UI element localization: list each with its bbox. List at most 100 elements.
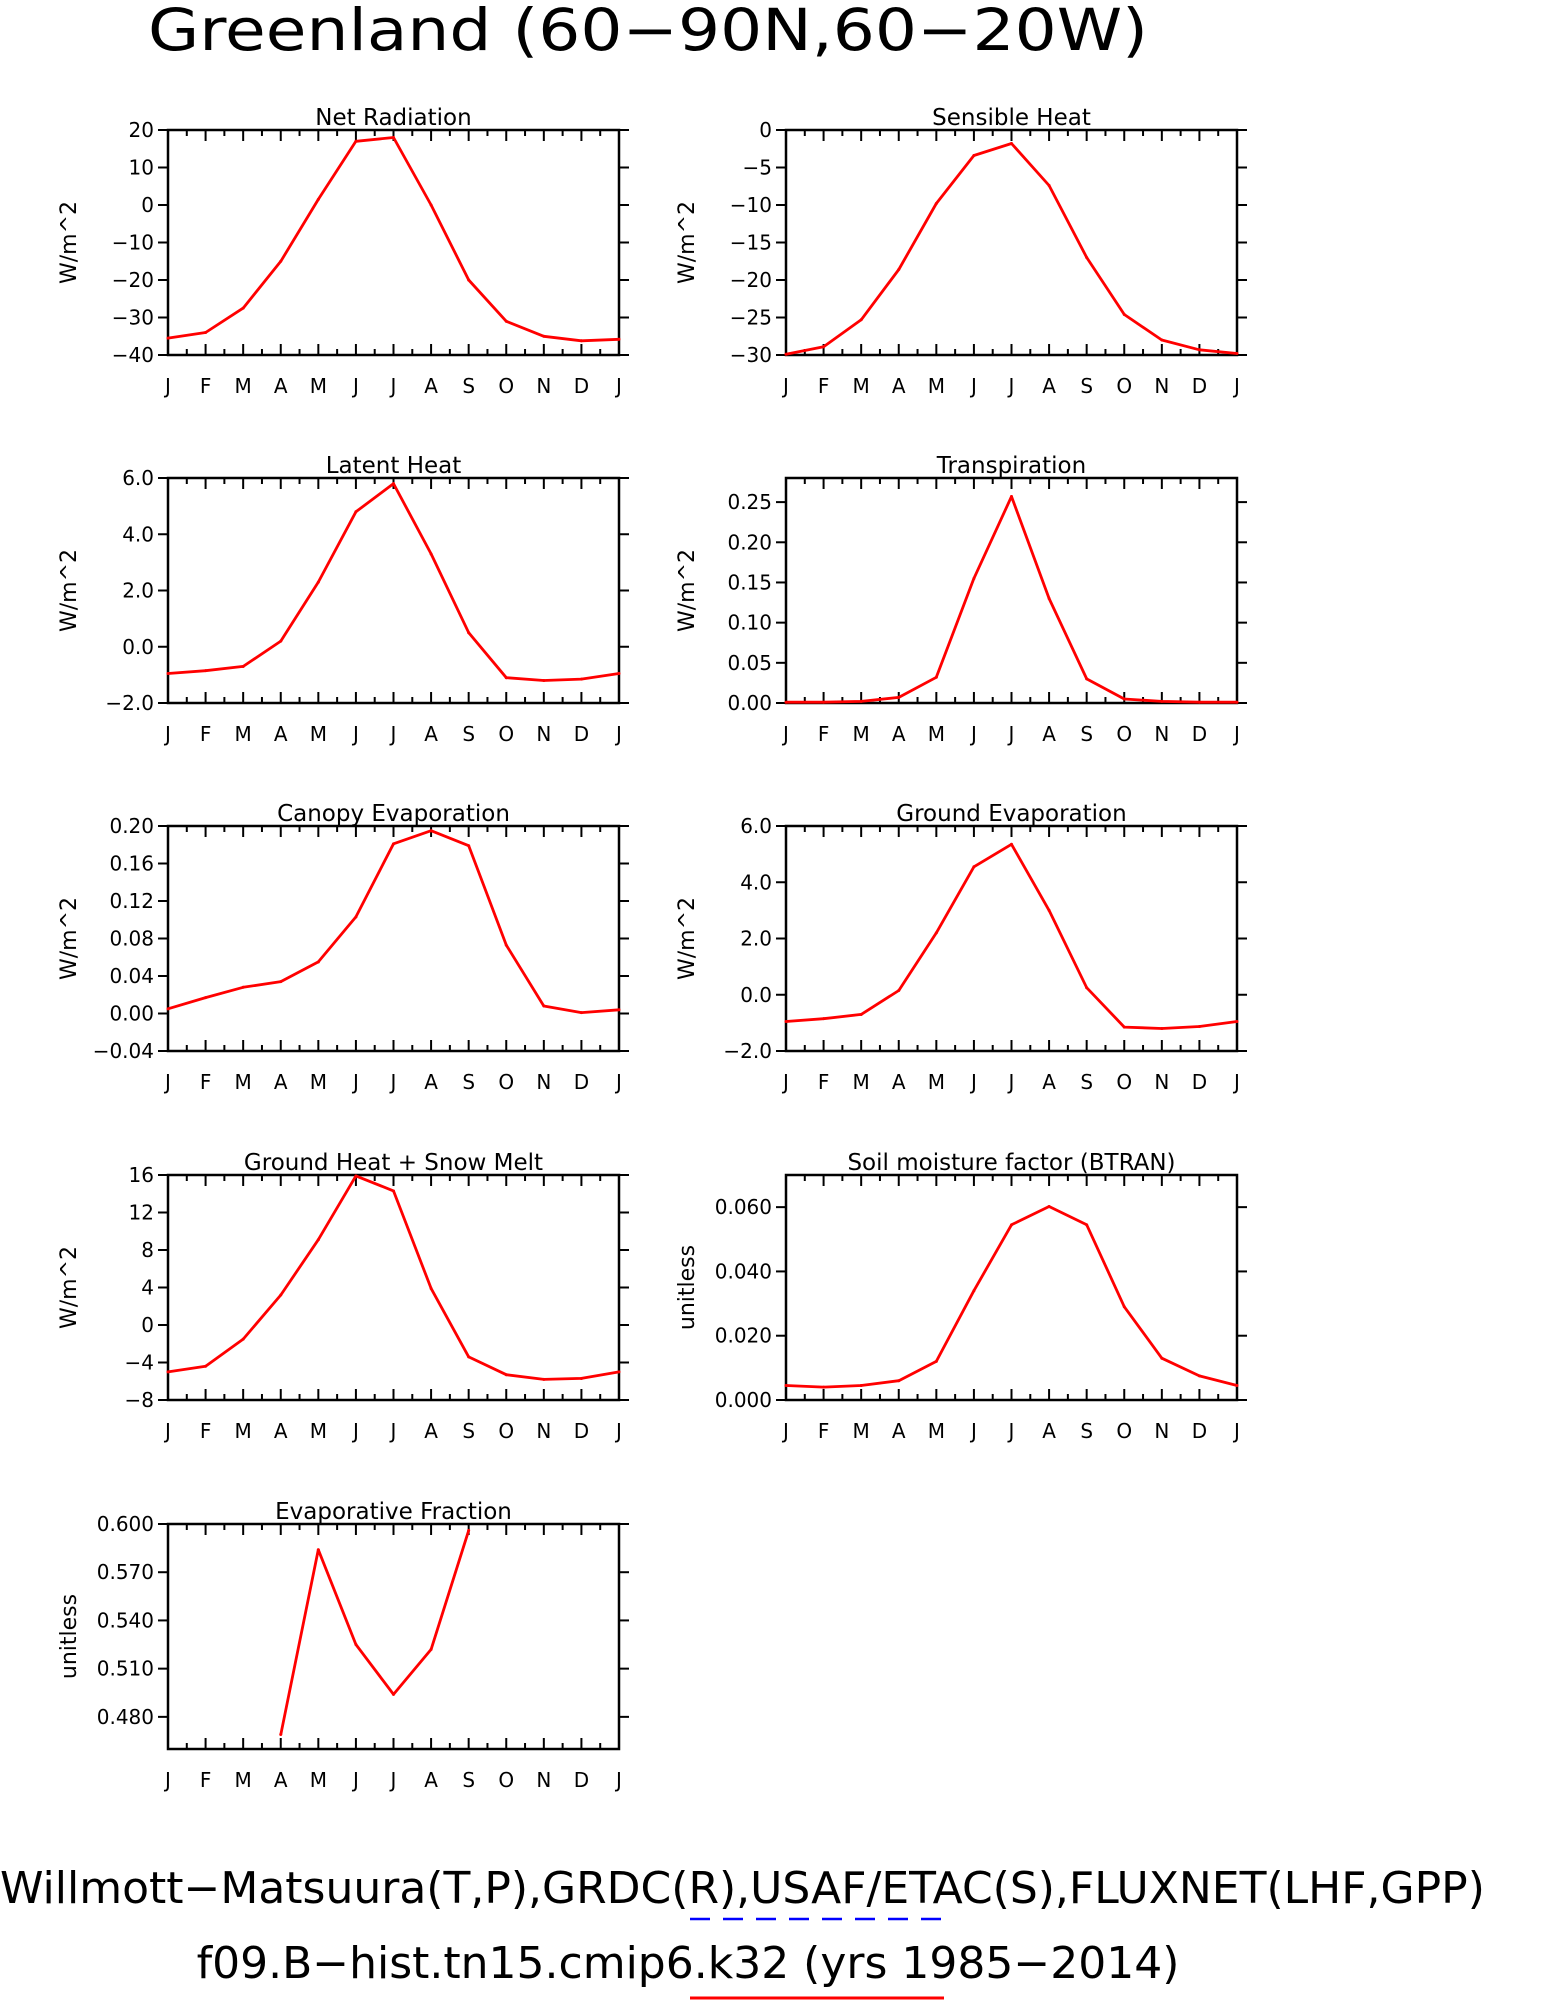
y-axis-label: W/m^2 — [675, 201, 700, 284]
x-tick-label: M — [853, 722, 870, 746]
x-tick-label: J — [614, 1419, 622, 1443]
x-tick-label: O — [498, 1070, 514, 1094]
plot-frame — [784, 128, 1239, 357]
x-tick-label: M — [235, 374, 252, 398]
y-tick-label: 0.020 — [715, 1324, 772, 1348]
data-point — [1085, 256, 1089, 259]
y-axis-label: unitless — [57, 1594, 82, 1679]
x-tick-label: F — [200, 722, 212, 746]
data-point — [1010, 1223, 1013, 1227]
x-tick-label: A — [892, 374, 906, 398]
data-point — [784, 700, 788, 704]
y-axis-label: W/m^2 — [675, 897, 700, 980]
y-tick-label: 4 — [141, 1276, 154, 1300]
x-tick-label: F — [818, 722, 830, 746]
x-tick-label: M — [235, 1768, 252, 1792]
series-line-model — [786, 495, 1237, 704]
x-tick-label: N — [536, 1070, 551, 1094]
figure-title: Greenland (60−90N,60−20W) — [148, 0, 1148, 64]
y-tick-label: 0.0 — [740, 983, 772, 1007]
y-tick-label: 4.0 — [122, 522, 154, 546]
x-tick-label: A — [424, 1070, 438, 1094]
data-point — [279, 980, 283, 984]
x-tick-label: M — [928, 1419, 945, 1443]
data-point — [429, 829, 433, 833]
y-tick-label: 4.0 — [740, 870, 772, 894]
x-tick-label: A — [424, 374, 438, 398]
data-point — [316, 580, 320, 584]
panel-title: Latent Heat — [326, 453, 462, 479]
panel-canopy-evaporation: J F M A M J J A S O N D J0.200.160.120.080.040.00−0.… — [57, 801, 629, 1094]
data-point — [429, 552, 433, 556]
y-tick-label: 0.08 — [109, 927, 154, 951]
plot-frame — [166, 824, 621, 1053]
data-point — [1122, 697, 1126, 701]
x-tick-label: N — [536, 722, 551, 746]
x-tick-label: J — [614, 1070, 622, 1094]
y-tick-label: −20 — [730, 268, 772, 292]
x-tick-label: J — [163, 1070, 171, 1094]
data-point — [897, 989, 901, 993]
x-tick-label: M — [310, 1070, 327, 1094]
data-point — [1085, 986, 1089, 990]
x-tick-label: D — [574, 1419, 589, 1443]
x-tick-label: A — [424, 722, 438, 746]
data-point — [354, 915, 358, 919]
y-tick-label: −2.0 — [105, 691, 154, 715]
data-point — [822, 345, 826, 349]
x-tick-label: F — [818, 374, 830, 398]
x-tick-label: J — [1232, 722, 1240, 746]
x-tick-label: A — [424, 1768, 438, 1792]
x-tick-label: D — [574, 1070, 589, 1094]
data-point — [241, 1337, 245, 1341]
data-point — [204, 669, 208, 673]
x-tick-label: A — [1042, 722, 1056, 746]
x-tick-label: J — [351, 1419, 359, 1443]
x-tick-label: A — [892, 1070, 906, 1094]
data-point — [859, 699, 863, 703]
x-tick-label: O — [498, 1419, 514, 1443]
panel-title: Transpiration — [936, 453, 1086, 479]
plot-frame — [784, 1173, 1239, 1402]
series-line-model — [785, 1205, 1238, 1389]
data-point — [429, 203, 433, 207]
x-tick-label: M — [310, 1419, 327, 1443]
data-point — [579, 1011, 583, 1015]
data-point — [579, 1376, 583, 1380]
data-point — [897, 695, 901, 699]
y-tick-label: −4 — [125, 1351, 154, 1375]
data-point — [1235, 352, 1239, 355]
x-tick-label: F — [200, 1768, 212, 1792]
y-tick-label: −15 — [730, 231, 772, 255]
x-tick-label: N — [1154, 722, 1169, 746]
y-tick-label: −0.04 — [93, 1039, 154, 1063]
x-tick-label: M — [928, 722, 945, 746]
x-tick-label: J — [781, 374, 789, 398]
y-tick-label: 0.480 — [97, 1705, 154, 1729]
data-point — [279, 1293, 283, 1297]
data-point — [354, 1174, 358, 1178]
panel-title: Ground Evaporation — [896, 801, 1126, 827]
data-point — [1047, 908, 1051, 912]
y-tick-label: 0 — [759, 118, 772, 142]
x-tick-label: M — [310, 722, 327, 746]
data-point — [542, 1377, 546, 1381]
data-point — [204, 331, 208, 334]
x-tick-label: J — [163, 1419, 171, 1443]
panel-title: Sensible Heat — [932, 105, 1091, 131]
y-axis-label: W/m^2 — [675, 549, 700, 632]
x-tick-label: N — [1154, 1070, 1169, 1094]
data-point — [542, 334, 546, 338]
data-point — [241, 664, 245, 668]
data-point — [972, 154, 976, 157]
plot-frame — [166, 476, 621, 705]
y-tick-label: −20 — [112, 268, 154, 292]
data-point — [617, 337, 621, 341]
y-tick-label: 0.040 — [715, 1259, 772, 1283]
data-point — [1122, 313, 1126, 316]
x-tick-label: S — [462, 1419, 475, 1443]
y-tick-label: 0.20 — [109, 814, 154, 838]
